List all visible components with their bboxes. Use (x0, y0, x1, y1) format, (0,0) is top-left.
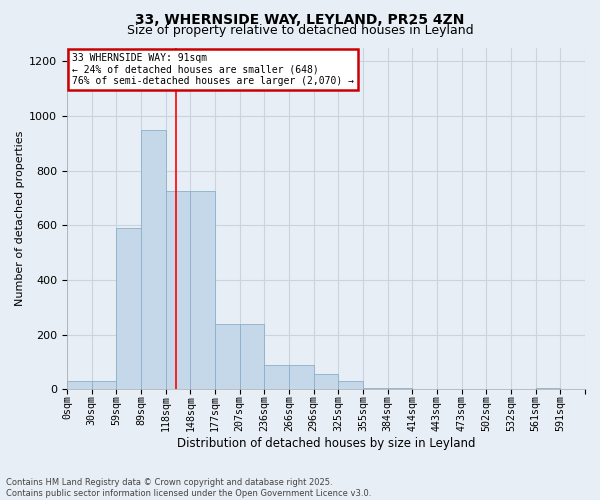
Text: Size of property relative to detached houses in Leyland: Size of property relative to detached ho… (127, 24, 473, 37)
Text: Contains HM Land Registry data © Crown copyright and database right 2025.
Contai: Contains HM Land Registry data © Crown c… (6, 478, 371, 498)
Bar (67, 381, 92, 389)
Bar (388, 388, 412, 389)
Text: 33, WHERNSIDE WAY, LEYLAND, PR25 4ZN: 33, WHERNSIDE WAY, LEYLAND, PR25 4ZN (136, 12, 464, 26)
Bar (314, 374, 338, 389)
Bar (116, 228, 141, 389)
Bar (289, 364, 314, 389)
Bar (239, 324, 265, 389)
Y-axis label: Number of detached properties: Number of detached properties (15, 130, 25, 306)
Text: 33 WHERNSIDE WAY: 91sqm
← 24% of detached houses are smaller (648)
76% of semi-d: 33 WHERNSIDE WAY: 91sqm ← 24% of detache… (72, 52, 354, 86)
Bar (190, 191, 215, 389)
Bar (141, 130, 166, 389)
Bar (92, 381, 116, 389)
Bar (363, 388, 388, 389)
Bar (265, 364, 289, 389)
Bar (215, 324, 239, 389)
Bar (338, 381, 363, 389)
Bar (536, 388, 560, 389)
X-axis label: Distribution of detached houses by size in Leyland: Distribution of detached houses by size … (177, 437, 475, 450)
Bar (166, 191, 190, 389)
